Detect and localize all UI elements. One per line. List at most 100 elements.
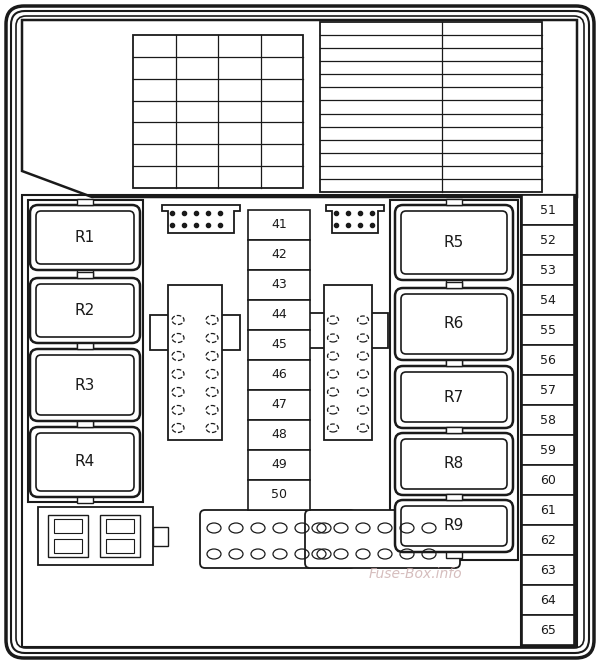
Bar (248, 210, 310, 240)
Bar (48, 515, 88, 557)
Text: 65: 65 (540, 623, 556, 637)
Bar (248, 330, 310, 360)
Text: 54: 54 (540, 293, 556, 307)
Bar (522, 585, 574, 615)
Bar (77, 421, 93, 427)
Text: 62: 62 (540, 533, 556, 546)
Text: R8: R8 (444, 457, 464, 471)
Text: 61: 61 (540, 503, 556, 517)
Text: R5: R5 (444, 235, 464, 250)
Bar (77, 497, 93, 503)
Text: 46: 46 (271, 369, 287, 382)
Text: 59: 59 (540, 444, 556, 457)
Bar (248, 300, 310, 330)
Bar (446, 280, 462, 286)
Bar (248, 480, 310, 510)
FancyBboxPatch shape (30, 427, 140, 497)
Text: R6: R6 (444, 317, 464, 331)
Polygon shape (326, 205, 384, 233)
Text: 51: 51 (540, 203, 556, 216)
Text: 43: 43 (271, 278, 287, 291)
FancyBboxPatch shape (395, 288, 513, 360)
Bar (308, 313, 388, 348)
Text: 49: 49 (271, 459, 287, 471)
Bar (522, 225, 574, 255)
Bar (521, 195, 575, 645)
Bar (248, 360, 310, 390)
Bar (77, 421, 93, 427)
Bar (446, 427, 462, 433)
Text: R4: R4 (75, 454, 95, 469)
Text: 41: 41 (271, 218, 287, 232)
Text: R9: R9 (444, 519, 464, 533)
FancyBboxPatch shape (401, 372, 507, 422)
FancyBboxPatch shape (395, 500, 513, 552)
Bar (106, 539, 134, 553)
FancyBboxPatch shape (395, 366, 513, 428)
Text: 48: 48 (271, 428, 287, 442)
Text: 53: 53 (540, 264, 556, 276)
Polygon shape (162, 205, 240, 233)
Text: 64: 64 (540, 594, 556, 606)
Bar (77, 199, 93, 205)
Bar (522, 615, 574, 645)
Bar (522, 255, 574, 285)
Bar (390, 200, 518, 560)
Text: 52: 52 (540, 234, 556, 246)
Bar (54, 519, 82, 533)
Bar (446, 199, 462, 205)
Bar (446, 360, 462, 366)
Bar (248, 390, 310, 420)
Text: 57: 57 (540, 384, 556, 396)
Text: Fuse-Box.info: Fuse-Box.info (368, 567, 462, 581)
FancyBboxPatch shape (395, 205, 513, 280)
FancyBboxPatch shape (30, 205, 140, 270)
Bar (446, 428, 462, 434)
Bar (150, 315, 240, 350)
FancyBboxPatch shape (200, 510, 355, 568)
FancyBboxPatch shape (395, 433, 513, 495)
Bar (446, 552, 462, 558)
Bar (320, 22, 542, 192)
Bar (248, 240, 310, 270)
Text: R7: R7 (444, 390, 464, 404)
FancyBboxPatch shape (401, 294, 507, 354)
Bar (28, 200, 143, 502)
Bar (446, 495, 462, 501)
Bar (100, 515, 140, 557)
Bar (446, 360, 462, 366)
FancyBboxPatch shape (30, 278, 140, 343)
Text: 50: 50 (271, 489, 287, 501)
Text: 44: 44 (271, 309, 287, 321)
Bar (22, 195, 577, 647)
FancyBboxPatch shape (401, 439, 507, 489)
Text: 42: 42 (271, 248, 287, 262)
Text: 60: 60 (540, 473, 556, 487)
FancyBboxPatch shape (401, 506, 507, 546)
Bar (168, 285, 222, 440)
Bar (38, 507, 153, 565)
Bar (522, 435, 574, 465)
Bar (248, 450, 310, 480)
Bar (522, 375, 574, 405)
Bar (522, 465, 574, 495)
Text: 63: 63 (540, 564, 556, 576)
Text: 45: 45 (271, 339, 287, 351)
Bar (522, 285, 574, 315)
Bar (446, 494, 462, 500)
Bar (77, 343, 93, 349)
FancyBboxPatch shape (36, 355, 134, 415)
Bar (522, 315, 574, 345)
Bar (522, 525, 574, 555)
Bar (324, 285, 372, 440)
Bar (248, 420, 310, 450)
Polygon shape (22, 20, 577, 197)
Bar (77, 343, 93, 349)
FancyBboxPatch shape (401, 211, 507, 274)
Bar (106, 519, 134, 533)
FancyBboxPatch shape (36, 433, 134, 491)
Text: 58: 58 (540, 414, 556, 426)
FancyBboxPatch shape (6, 6, 594, 658)
Text: R2: R2 (75, 303, 95, 318)
Bar (446, 282, 462, 288)
